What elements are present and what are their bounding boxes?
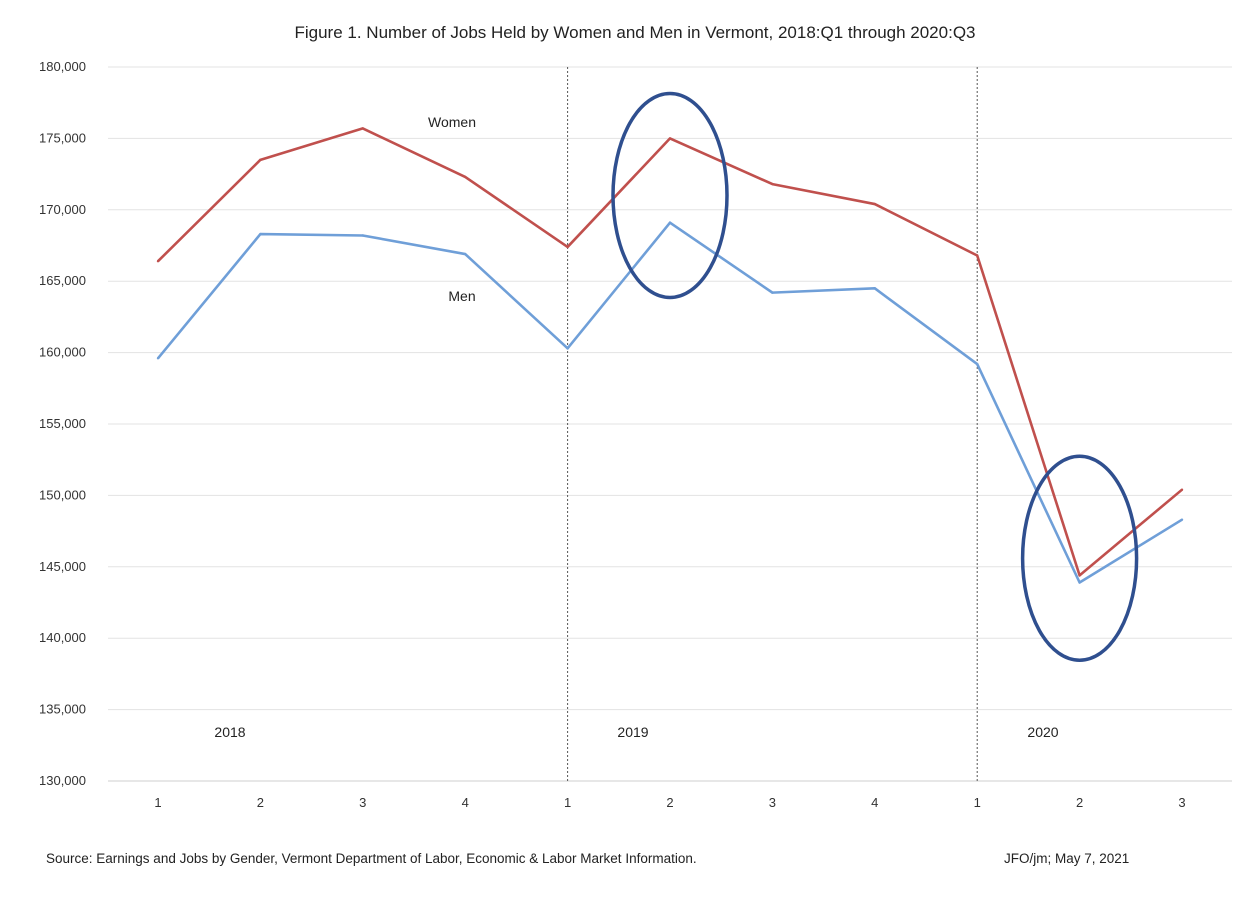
x-tick-label: 1 bbox=[974, 795, 981, 810]
x-tick-label: 1 bbox=[154, 795, 161, 810]
y-tick-label: 170,000 bbox=[39, 202, 86, 217]
y-tick-label: 175,000 bbox=[39, 130, 86, 145]
data-point-women bbox=[771, 182, 774, 186]
series-line-men bbox=[156, 221, 1183, 584]
x-tick-label: 1 bbox=[564, 795, 571, 810]
x-tick-label: 4 bbox=[462, 795, 469, 810]
chart-title: Figure 1. Number of Jobs Held by Women a… bbox=[294, 23, 975, 42]
y-tick-label: 160,000 bbox=[39, 345, 86, 360]
year-label: 2020 bbox=[1027, 724, 1058, 740]
data-point-men bbox=[156, 357, 160, 360]
data-point-men bbox=[1180, 518, 1184, 521]
data-point-women bbox=[566, 245, 569, 249]
x-axis-ticks: 1 2 3 4 1 2 3 4 1 2 3 bbox=[154, 795, 1185, 810]
data-point-men bbox=[976, 362, 979, 366]
x-tick-label: 2 bbox=[1076, 795, 1083, 810]
gridlines bbox=[108, 66, 1232, 782]
data-point-men bbox=[259, 232, 262, 236]
source-note: Source: Earnings and Jobs by Gender, Ver… bbox=[46, 851, 697, 866]
y-tick-label: 155,000 bbox=[39, 416, 86, 431]
data-point-women bbox=[1078, 574, 1081, 577]
highlight-ellipse bbox=[1020, 454, 1139, 662]
year-dividers bbox=[567, 67, 978, 781]
year-label: 2018 bbox=[214, 724, 245, 740]
year-labels: 2018 2019 2020 bbox=[214, 724, 1058, 740]
x-tick-label: 4 bbox=[871, 795, 878, 810]
data-point-men bbox=[464, 252, 467, 256]
x-tick-label: 2 bbox=[257, 795, 264, 810]
data-point-men bbox=[566, 347, 569, 350]
x-tick-label: 3 bbox=[1178, 795, 1185, 810]
y-tick-label: 140,000 bbox=[39, 630, 86, 645]
y-tick-label: 180,000 bbox=[39, 59, 86, 74]
highlight-circles bbox=[611, 91, 1139, 662]
series-label-women: Women bbox=[428, 114, 476, 130]
y-tick-label: 165,000 bbox=[39, 273, 86, 288]
y-tick-label: 130,000 bbox=[39, 773, 86, 788]
data-point-men bbox=[873, 287, 876, 290]
x-tick-label: 3 bbox=[769, 795, 776, 810]
year-label: 2019 bbox=[617, 724, 648, 740]
data-point-women bbox=[156, 260, 160, 263]
series-lines bbox=[156, 127, 1184, 584]
data-point-men bbox=[361, 234, 364, 237]
y-axis-ticks: 130,000 135,000 140,000 145,000 150,000 155,0… bbox=[39, 59, 86, 788]
data-point-women bbox=[259, 158, 262, 162]
data-point-women bbox=[976, 254, 979, 257]
data-point-men bbox=[668, 221, 672, 224]
highlight-ellipse bbox=[611, 91, 729, 300]
data-point-men bbox=[771, 291, 774, 294]
y-tick-label: 145,000 bbox=[39, 559, 86, 574]
x-tick-label: 3 bbox=[359, 795, 366, 810]
data-point-women bbox=[1180, 488, 1184, 491]
x-tick-label: 2 bbox=[666, 795, 673, 810]
data-point-women bbox=[668, 137, 672, 140]
data-point-women bbox=[361, 127, 364, 130]
series-label-men: Men bbox=[448, 288, 475, 304]
y-tick-label: 135,000 bbox=[39, 702, 86, 717]
y-tick-label: 150,000 bbox=[39, 487, 86, 502]
data-point-women bbox=[873, 202, 876, 206]
data-point-men bbox=[1078, 581, 1081, 584]
data-point-women bbox=[464, 175, 467, 179]
credit-note: JFO/jm; May 7, 2021 bbox=[1004, 851, 1130, 866]
